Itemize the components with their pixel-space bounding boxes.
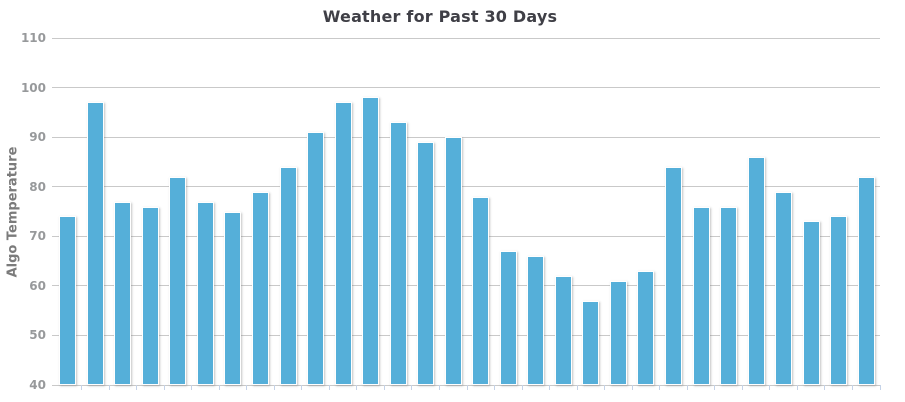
y-tick-label: 80 xyxy=(29,179,46,194)
x-axis-tick xyxy=(273,385,275,390)
bar[interactable] xyxy=(692,206,710,385)
y-tick-label: 110 xyxy=(20,31,46,45)
gridline xyxy=(52,334,880,336)
x-axis-tick xyxy=(411,385,413,390)
bar[interactable] xyxy=(830,216,848,385)
y-axis-title-label: Algo Temperature xyxy=(5,146,21,278)
bar[interactable] xyxy=(224,211,242,385)
y-tick-label: 60 xyxy=(29,278,46,293)
bar[interactable] xyxy=(252,191,269,385)
x-axis-tick xyxy=(741,385,743,390)
bar[interactable] xyxy=(362,97,380,385)
gridline xyxy=(52,136,880,138)
bar[interactable] xyxy=(114,201,132,385)
bar[interactable] xyxy=(499,251,517,385)
x-axis-tick xyxy=(466,385,468,390)
x-axis-tick xyxy=(549,385,551,390)
bar[interactable] xyxy=(417,142,435,385)
bar[interactable] xyxy=(169,176,187,385)
bar[interactable] xyxy=(307,132,325,385)
chart-title: Weather for Past 30 Days xyxy=(322,7,558,26)
gridline xyxy=(52,235,880,237)
x-axis-tick xyxy=(659,385,661,390)
x-axis-tick xyxy=(328,385,330,390)
y-tick-label: 90 xyxy=(29,130,46,145)
x-axis-tick xyxy=(686,385,688,390)
bar[interactable] xyxy=(609,280,627,385)
x-axis-tick xyxy=(438,385,440,390)
x-axis-tick xyxy=(494,385,496,390)
bar[interactable] xyxy=(472,196,490,385)
x-axis-tick xyxy=(108,385,110,390)
x-axis-tick xyxy=(851,385,853,390)
y-tick-label: 70 xyxy=(29,229,46,244)
bar[interactable] xyxy=(802,221,820,385)
x-axis-tick xyxy=(301,385,303,390)
bar[interactable] xyxy=(389,122,407,385)
bar[interactable] xyxy=(775,191,793,385)
bar[interactable] xyxy=(59,216,77,385)
x-axis-tick xyxy=(218,385,220,390)
bar[interactable] xyxy=(637,270,655,385)
bar[interactable] xyxy=(527,256,545,385)
bar[interactable] xyxy=(747,156,765,385)
bar[interactable] xyxy=(582,300,600,385)
x-axis-tick xyxy=(163,385,165,390)
x-axis-tick xyxy=(824,385,826,390)
x-axis-tick xyxy=(576,385,578,390)
x-axis-tick xyxy=(604,385,606,390)
gridline xyxy=(52,37,880,39)
x-axis-tick xyxy=(191,385,193,390)
bar[interactable] xyxy=(196,201,214,385)
y-tick-label: 100 xyxy=(20,80,46,95)
gridline xyxy=(52,186,880,188)
y-tick-label: 50 xyxy=(29,328,46,343)
x-axis-tick xyxy=(81,385,83,390)
bar[interactable] xyxy=(279,166,297,385)
bar[interactable] xyxy=(334,102,352,385)
y-tick-label: 40 xyxy=(29,378,46,392)
bar[interactable] xyxy=(857,176,875,385)
bar[interactable] xyxy=(665,166,682,385)
x-axis-tick xyxy=(356,385,358,390)
bar[interactable] xyxy=(444,137,462,385)
x-axis-tick xyxy=(769,385,771,390)
x-axis-line xyxy=(52,384,880,386)
x-axis-tick xyxy=(796,385,798,390)
gridline xyxy=(52,285,880,287)
x-axis-tick xyxy=(631,385,633,390)
bar[interactable] xyxy=(720,206,738,385)
bar[interactable] xyxy=(554,275,572,385)
x-axis-tick xyxy=(383,385,385,390)
x-axis-tick xyxy=(136,385,138,390)
bar[interactable] xyxy=(141,206,159,385)
x-axis-tick xyxy=(246,385,248,390)
x-axis-tick xyxy=(714,385,716,390)
x-axis-tick xyxy=(879,385,881,390)
bar[interactable] xyxy=(86,102,104,385)
x-axis-tick xyxy=(521,385,523,390)
gridline xyxy=(52,87,880,89)
